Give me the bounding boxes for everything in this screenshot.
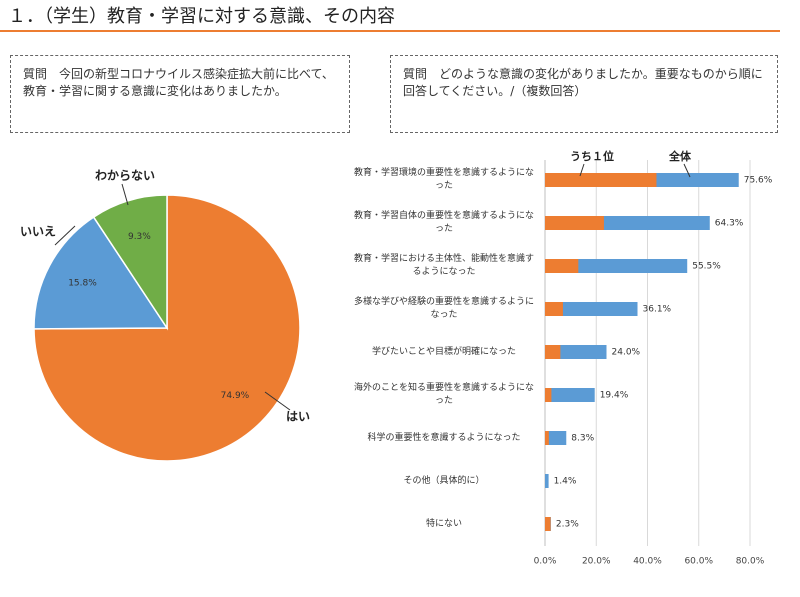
category-label: 学びたいことや目標が明確になった [371,346,516,357]
callout-line [579,163,585,177]
x-tick-label: 60.0% [684,557,713,567]
bar [545,431,549,445]
category-label: 多様な学びや経験の重要性を意識するようになった [353,297,534,320]
leader-line [121,183,129,206]
category-label: 科学の重要性を意識するようになった [367,432,521,443]
category-label: 教育・学習自体の重要性を意識するようになった [353,211,534,234]
leader-line [54,225,76,246]
pie-slice [92,194,168,331]
category-label: いいえ [20,225,56,239]
x-tick-label: 0.0% [534,557,557,567]
bar [545,302,563,316]
category-label: わからない [95,169,155,183]
data-label: 55.5% [692,262,721,272]
data-label: 75.6% [744,176,773,186]
title-rule [0,30,780,32]
data-label: 19.4% [600,391,629,401]
pie-slice [33,216,169,330]
bar [545,431,567,445]
data-label: 24.0% [612,348,641,358]
bar [545,216,604,230]
bar [545,259,688,273]
data-label: 9.3% [128,232,151,242]
data-label: 1.4% [554,477,577,487]
bar [545,388,552,402]
legend-label: 全体 [668,149,692,163]
bar [545,517,551,531]
bar [545,302,638,316]
legend-label: うち１位 [570,149,614,163]
bar [545,474,549,488]
question-box: 質問 今回の新型コロナウイルス感染症拡大前に比べて、教育・学習に関する意識に変化… [10,55,350,133]
data-label: 2.3% [556,520,579,530]
bar [545,259,579,273]
category-label: 海外のことを知る重要性を意識するようになった [353,383,534,406]
category-label: はい [286,410,310,424]
x-tick-label: 80.0% [736,557,765,567]
data-label: 8.3% [571,434,594,444]
bar [545,345,561,359]
leader-line [264,391,291,411]
data-label: 74.9% [221,391,250,401]
page-title: １．（学生）教育・学習に対する意識、その内容 [8,6,395,27]
data-label: 64.3% [715,219,744,229]
bar [545,388,595,402]
x-tick-label: 20.0% [582,557,611,567]
category-label: 特にない [425,518,462,529]
question-box: 質問 どのような意識の変化がありましたか。重要なものから順に回答してください。/… [390,55,778,133]
x-tick-label: 40.0% [633,557,662,567]
bar [545,173,657,187]
category-label: 教育・学習環境の重要性を意識するようになった [353,168,534,191]
callout-line [683,163,691,178]
category-label: 教育・学習における主体性、能動性を意識するようになった [353,254,534,277]
data-label: 15.8% [68,278,97,288]
data-label: 36.1% [643,305,672,315]
category-label: その他（具体的に） [403,475,485,486]
